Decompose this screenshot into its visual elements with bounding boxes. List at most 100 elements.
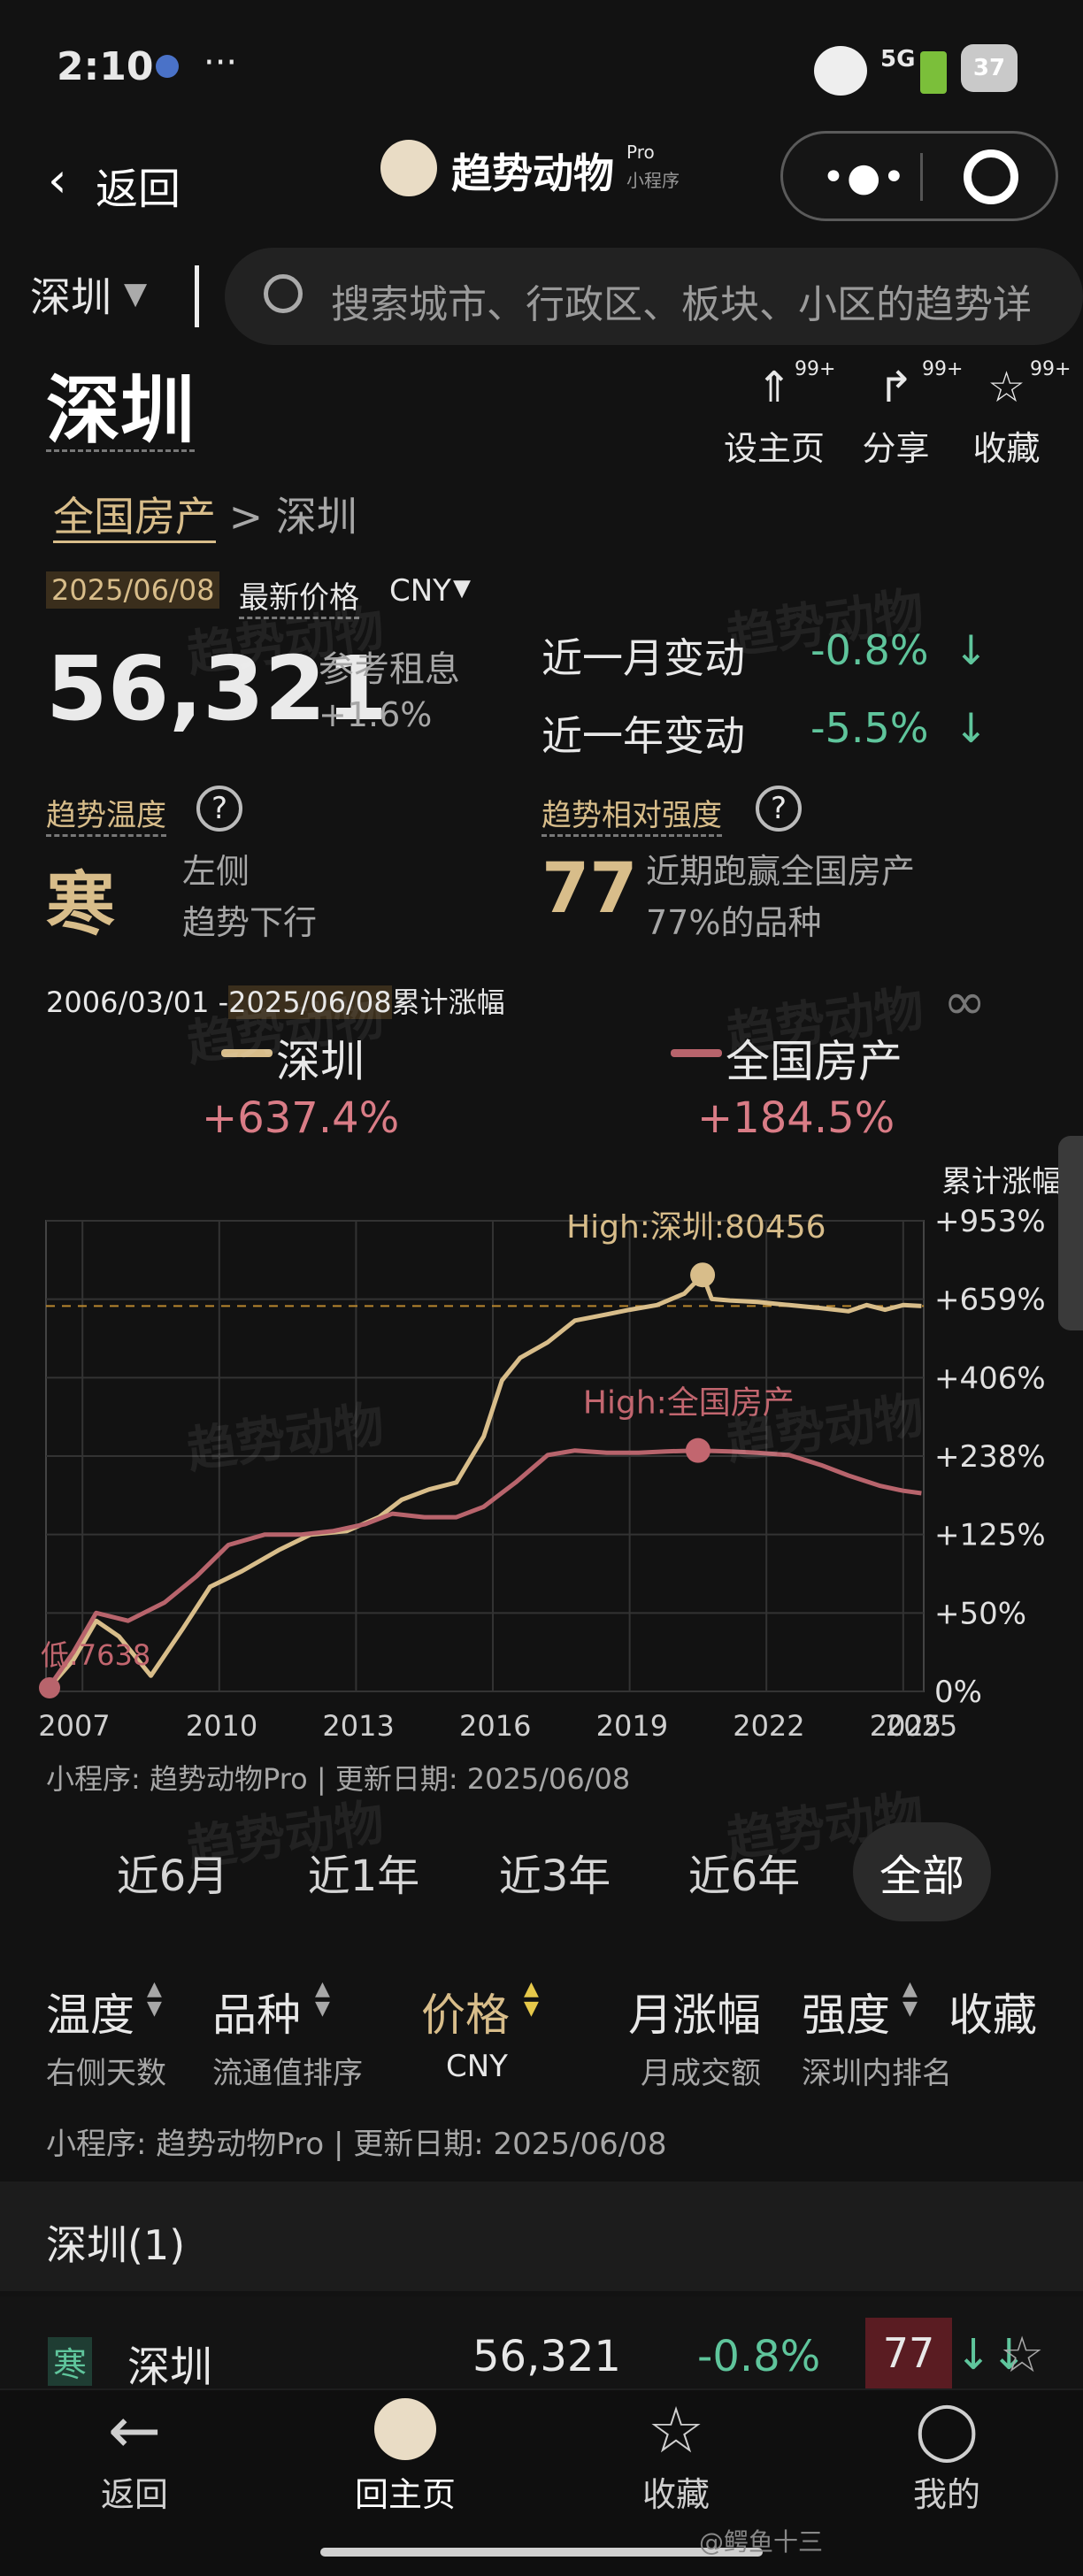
set-home-icon: ⇑ — [756, 363, 793, 412]
chart-range: 2006/03/01 -2025/06/08累计涨幅 — [46, 980, 505, 1021]
x-end-label: 2025 — [886, 1709, 957, 1743]
capsule-menu: •●• — [780, 131, 1058, 221]
sort-icon[interactable]: ▲ ▼ — [524, 1978, 539, 2020]
group-title: 深圳(1) — [46, 2221, 186, 2269]
column-temp-sub: 右侧天数 — [46, 2056, 166, 2091]
period-tab-3y[interactable]: 近3年 — [498, 1852, 611, 1901]
y-tick-label: 0% — [934, 1675, 982, 1710]
price-date: 2025/06/08 — [46, 571, 220, 609]
city-dropdown-icon[interactable]: ▼ — [124, 276, 148, 311]
trend-temp-value: 寒 — [46, 865, 116, 945]
status-bar: 2:10 ··· 5G 37 — [0, 0, 1083, 133]
more-icon[interactable]: •●• — [822, 155, 908, 200]
row-temp: 寒 — [48, 2337, 93, 2386]
home-indicator[interactable] — [320, 2548, 763, 2557]
search-divider — [195, 265, 199, 327]
search-placeholder: 搜索城市、行政区、板块、小区的趋势详 — [331, 282, 1032, 327]
chart-lines — [39, 1262, 922, 1698]
row-name: 深圳 — [127, 2342, 213, 2392]
legend-swatch-cn — [671, 1049, 722, 1057]
app-pro-tag: Pro — [626, 142, 655, 163]
table-row[interactable]: 寒 深圳 56,321 -0.8% 77 ↓↓ ☆ — [0, 2296, 1083, 2392]
chart-labels: +953% +659% +406% +238% +125% +50% 0% 2007 2010 2… — [38, 1204, 1045, 1743]
currency-selector[interactable]: CNY — [389, 573, 451, 609]
row-strength: 77 — [865, 2318, 952, 2388]
trend-strength-desc1: 近期跑赢全国房产 — [646, 852, 916, 891]
app-name: 趋势动物 — [451, 150, 614, 197]
sort-icon[interactable]: ▲ ▼ — [315, 1978, 330, 2020]
mini-program-tag: 小程序 — [626, 170, 680, 191]
favorite-button[interactable]: ☆ 收藏 — [960, 363, 1053, 470]
rent-label: 参考租息 — [319, 649, 460, 690]
back-button[interactable]: 返回 — [96, 165, 181, 214]
y-axis-label: 累计涨幅 — [941, 1164, 1062, 1200]
city-selector[interactable]: 深圳 — [30, 273, 111, 321]
app-avatar — [380, 140, 437, 196]
column-favorite-title: 收藏 — [949, 1990, 1037, 2041]
row-star-icon[interactable]: ☆ — [1000, 2327, 1045, 2384]
nav-favorite[interactable]: ☆ 收藏 — [588, 2393, 764, 2516]
search-input[interactable]: 搜索城市、行政区、板块、小区的趋势详 — [225, 248, 1083, 345]
credit-text: @鳄鱼十三 — [699, 2527, 824, 2557]
nav-me-label: 我的 — [912, 2475, 980, 2514]
breadcrumb-root[interactable]: 全国房产 — [53, 493, 216, 543]
back-chevron-icon[interactable]: ‹ — [48, 152, 67, 208]
period-tab-1y[interactable]: 近1年 — [307, 1852, 420, 1901]
month-change-label: 近一月变动 — [542, 634, 745, 682]
cumulative-return-chart: +953% +659% +406% +238% +125% +50% 0% 2007 2010 2… — [38, 1204, 1045, 1743]
series-line-national — [43, 1448, 922, 1693]
share-badge: 99+ — [922, 358, 964, 380]
help-icon[interactable]: ? — [756, 786, 802, 832]
legend-name-sz: 深圳 — [276, 1036, 365, 1087]
row-change: -0.8% — [697, 2332, 821, 2381]
y-tick-label: +659% — [934, 1283, 1046, 1318]
column-temp-title: 温度 — [46, 1990, 134, 2041]
column-name-sub: 流通值排序 — [212, 2056, 363, 2091]
low-point — [39, 1677, 60, 1698]
share-button[interactable]: ↱ 分享 — [849, 363, 942, 470]
currency-dropdown-icon[interactable]: ▼ — [453, 575, 471, 602]
period-tab-all[interactable]: 全部 — [853, 1822, 991, 1921]
page-title: 深圳 — [46, 367, 196, 454]
y-tick-label: +125% — [934, 1518, 1046, 1553]
rent-value: +1.6% — [319, 695, 433, 734]
legend-name-cn: 全国房产 — [726, 1036, 902, 1087]
close-target-icon[interactable] — [964, 150, 1018, 204]
high-label-national: High:全国房产 — [583, 1385, 795, 1422]
column-strength[interactable]: 强度 深圳内排名 — [802, 1980, 952, 2092]
price-value: 56,321 — [46, 637, 388, 740]
sort-icon[interactable]: ▲ ▼ — [902, 1978, 918, 2020]
home-avatar-icon — [374, 2398, 436, 2460]
column-price-sub[interactable]: CNY — [446, 2049, 508, 2084]
favorite-badge: 99+ — [1030, 358, 1071, 380]
nav-favorite-label: 收藏 — [641, 2475, 710, 2514]
column-strength-title: 强度 — [802, 1990, 890, 2041]
set-home-button[interactable]: ⇑ 设主页 — [717, 363, 832, 470]
column-name[interactable]: 品种 流通值排序 — [212, 1980, 363, 2092]
column-change[interactable]: 月涨幅 月成交额 — [619, 1980, 761, 2092]
month-change-value: -0.8% — [810, 626, 929, 674]
column-favorite[interactable]: 收藏 — [949, 1980, 1037, 2043]
nav-home[interactable]: 回主页 — [317, 2393, 494, 2516]
trend-temp-desc1: 左侧 — [182, 852, 250, 891]
infinity-icon[interactable]: ∞ — [943, 971, 987, 1031]
high-point-shenzhen — [690, 1262, 716, 1288]
column-price[interactable]: 价格 CNY — [421, 1980, 510, 2084]
trend-strength-value: 77 — [542, 849, 638, 929]
chart-grid — [45, 1220, 925, 1692]
help-icon[interactable]: ? — [196, 786, 242, 832]
y-tick-label: +953% — [934, 1204, 1046, 1239]
nav-back[interactable]: ← 返回 — [46, 2393, 223, 2516]
column-temp[interactable]: 温度 右侧天数 — [46, 1980, 166, 2092]
column-strength-sub: 深圳内排名 — [802, 2056, 952, 2091]
side-drag-handle[interactable] — [1058, 1136, 1083, 1330]
signal-icon — [920, 51, 947, 94]
breadcrumb-leaf: 深圳 — [275, 493, 357, 540]
sort-icon[interactable]: ▲ ▼ — [147, 1978, 162, 2020]
trend-strength-desc2: 77%的品种 — [646, 903, 822, 942]
high-point-national — [685, 1438, 710, 1463]
period-tab-6y[interactable]: 近6年 — [687, 1852, 801, 1901]
period-tab-6m[interactable]: 近6月 — [116, 1852, 229, 1901]
nav-me[interactable]: ◯ 我的 — [858, 2393, 1035, 2516]
legend-value-cn: +184.5% — [697, 1093, 895, 1143]
